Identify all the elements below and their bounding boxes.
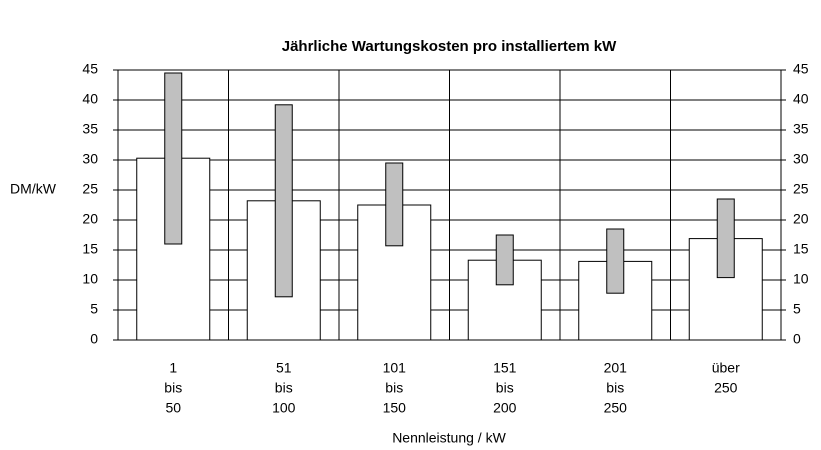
- y-tick-label: 30: [82, 151, 98, 167]
- x-axis-label: Nennleistung / kW: [392, 430, 506, 446]
- y2-tick-label: 40: [793, 91, 809, 107]
- y2-tick-label: 10: [793, 271, 809, 287]
- chart-title: Jährliche Wartungskosten pro installiert…: [282, 38, 617, 55]
- x-tick-label: bis: [496, 380, 514, 396]
- y-tick-label: 0: [90, 331, 98, 347]
- x-tick-label: 50: [165, 400, 181, 416]
- x-tick-label: bis: [164, 380, 182, 396]
- y2-tick-label: 20: [793, 211, 809, 227]
- y2-tick-label: 30: [793, 151, 809, 167]
- y2-tick-label: 45: [793, 61, 809, 77]
- x-tick-label: 151: [493, 360, 517, 376]
- x-tick-label: 201: [604, 360, 628, 376]
- x-tick-label: 51: [276, 360, 292, 376]
- y-tick-label: 45: [82, 61, 98, 77]
- range-bar: [385, 162, 404, 247]
- y2-tick-label: 0: [793, 331, 801, 347]
- y2-tick-label: 25: [793, 181, 809, 197]
- y-tick-label: 20: [82, 211, 98, 227]
- range-bar: [164, 72, 183, 245]
- range-bar: [495, 234, 514, 286]
- x-tick-label: 100: [272, 400, 296, 416]
- y-tick-label: 25: [82, 181, 98, 197]
- x-tick-label: über: [712, 360, 740, 376]
- y2-tick-label: 15: [793, 241, 809, 257]
- x-tick-label: 1: [169, 360, 177, 376]
- range-bar: [606, 228, 625, 294]
- x-tick-label: 250: [604, 400, 628, 416]
- y-tick-label: 35: [82, 121, 98, 137]
- x-tick-label: bis: [275, 380, 293, 396]
- x-tick-label: 250: [714, 380, 738, 396]
- y-axis-label: DM/kW: [10, 181, 57, 197]
- x-tick-label: 101: [383, 360, 407, 376]
- y-tick-label: 10: [82, 271, 98, 287]
- y-tick-label: 15: [82, 241, 98, 257]
- x-tick-label: 150: [383, 400, 407, 416]
- range-bar: [716, 198, 735, 279]
- x-tick-label: 200: [493, 400, 517, 416]
- y2-tick-label: 5: [793, 301, 801, 317]
- range-bar: [274, 104, 293, 298]
- x-tick-label: bis: [385, 380, 403, 396]
- y-tick-label: 40: [82, 91, 98, 107]
- y-tick-label: 5: [90, 301, 98, 317]
- x-tick-label: bis: [606, 380, 624, 396]
- y2-tick-label: 35: [793, 121, 809, 137]
